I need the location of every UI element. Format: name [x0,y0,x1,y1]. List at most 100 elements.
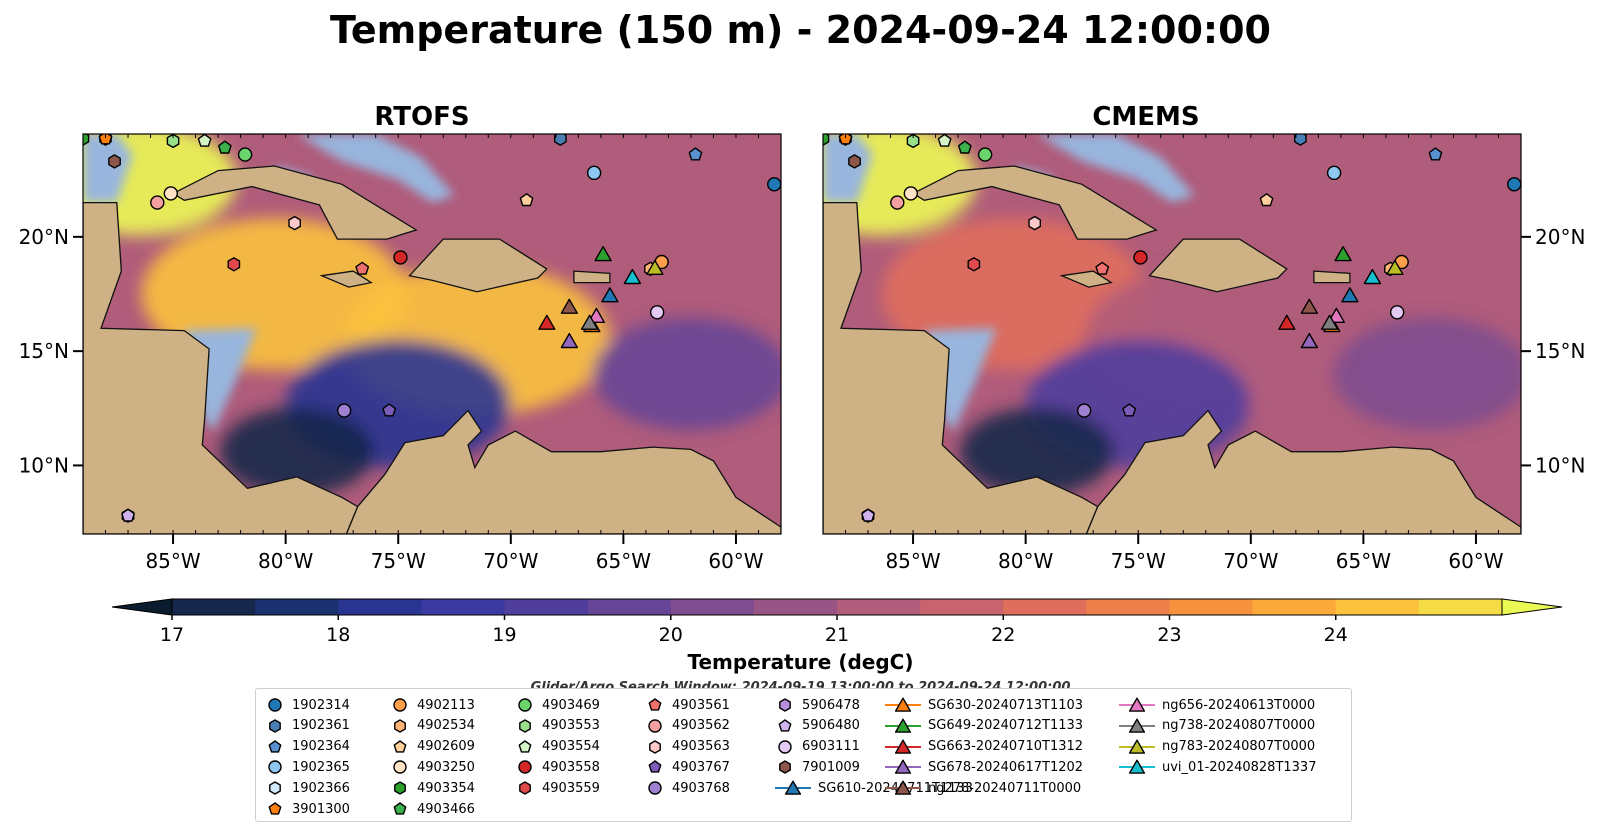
marker-7901009 [108,154,121,169]
legend-symbol [518,739,532,753]
legend-item: 4902113 [389,695,475,715]
legend-item: 4903563 [644,737,730,757]
legend-symbol [393,698,407,712]
legend-symbol [393,739,407,753]
legend-symbol [393,802,407,815]
legend-symbol [894,718,912,733]
colorbar-segment [920,599,1004,615]
marker-4903561 [355,261,370,275]
legend-marker-icon [1119,759,1155,775]
legend-marker-icon [393,739,407,753]
marker-1902314 [767,177,781,192]
legend-item: 1902366 [264,778,350,798]
land-hispaniola [1148,238,1288,293]
temperature-region [959,407,1114,496]
legend-marker-icon [648,781,662,795]
marker-ng278-20240711T0000 [1300,298,1319,314]
legend-marker-icon [885,780,921,795]
panel-title-rtofs: RTOFS [374,102,470,132]
legend-symbol [894,697,912,712]
colorbar-segment [255,599,339,615]
land-jamaica [319,270,373,288]
colorbar-segment [1169,599,1254,615]
legend-label: 7901009 [802,759,860,775]
colorbar-segment [504,599,589,615]
legend-label: SG663-20240710T1312 [928,739,1084,755]
legend-marker-icon [393,802,407,815]
lat-tick-label: 15°N [1535,339,1585,363]
marker-4903768 [336,403,352,418]
shallow-bank [823,134,873,203]
colorbar-segment [338,599,422,615]
colorbar-segment [1335,599,1420,615]
legend-symbol [894,759,912,775]
legend-symbol [519,719,531,733]
lon-tick-label: 85°W [145,549,200,573]
legend-item: 5906480 [774,716,860,736]
map-frame [822,133,1522,535]
marker-4902609 [1259,193,1274,207]
legend-label: 4903250 [417,759,475,775]
marker-uvi_01-20240828T1337 [1363,268,1382,285]
legend-symbol [1128,697,1146,712]
panel-title-cmems: CMEMS [1092,102,1200,132]
temperature-region [1332,318,1521,430]
legend-item: SG649-20240712T1133 [884,716,1083,736]
temperature-region [219,407,374,496]
legend-symbol [269,719,281,733]
marker-SG678-20240617T1202 [1300,332,1319,349]
land-hispaniola [408,238,548,293]
marker-ng783-20240807T0000 [1386,259,1404,275]
marker-6903111 [1389,305,1405,320]
legend-label: ng656-20240613T0000 [1162,697,1316,713]
legend-marker-icon [885,718,921,733]
lat-tick-label: 20°N [19,225,69,249]
marker-SG663-20240710T1312 [538,314,556,330]
marker-ng738-20240807T0000 [1320,314,1339,330]
colorbar-segment [670,599,755,615]
land-cuba [171,165,418,240]
lat-tick-label: 10°N [19,453,69,477]
marker-7901009 [848,154,861,169]
legend-item: 1902364 [264,737,350,757]
legend-marker-icon [648,698,662,711]
legend-label: ng738-20240807T0000 [1162,718,1316,734]
legend-marker-icon [648,760,662,773]
legend-marker-icon [1119,739,1155,754]
marker-3901300 [98,134,113,145]
legend-symbol [268,760,282,775]
lon-tick-label: 80°W [258,549,313,573]
legend-label: ng783-20240807T0000 [1162,739,1316,755]
legend-marker-icon [779,698,791,712]
legend-item: 7901009 [774,757,860,777]
legend-item: 4903354 [389,778,475,798]
legend-label: 4902609 [417,739,475,755]
legend-label: 5906478 [802,697,860,713]
legend-item: 4903768 [644,778,730,798]
lon-tick-label: 80°W [998,549,1053,573]
legend-item: 3901300 [264,799,350,819]
observation-markers [83,134,781,523]
legend-label: 4903767 [672,759,730,775]
colorbar: 17 18 19 20 21 22 23 24 [111,598,1563,646]
colorbar-low-extend [111,598,173,616]
legend-item: 1902365 [264,757,350,777]
lon-tick-label: 70°W [483,549,538,573]
legend-label: 5906480 [802,718,860,734]
marker-1902361 [554,134,567,146]
marker-1902364 [1428,147,1443,161]
marker-4903563 [288,215,301,231]
marker-1902314 [1507,177,1521,192]
colorbar-segment [587,599,672,615]
legend-label: 4903768 [672,780,730,796]
colorbar-label: Temperature (degC) [687,650,914,674]
marker-4903559 [227,257,241,272]
legend-item: 4903561 [644,695,730,715]
legend-label: 4903563 [672,739,730,755]
marker-4903554 [937,134,952,147]
legend-label: ng278-20240711T0000 [928,780,1082,796]
legend-marker-icon [269,719,281,733]
legend-item: 1902361 [264,716,350,736]
legend-marker-icon [394,719,406,733]
land-southAmerica [1085,409,1521,534]
